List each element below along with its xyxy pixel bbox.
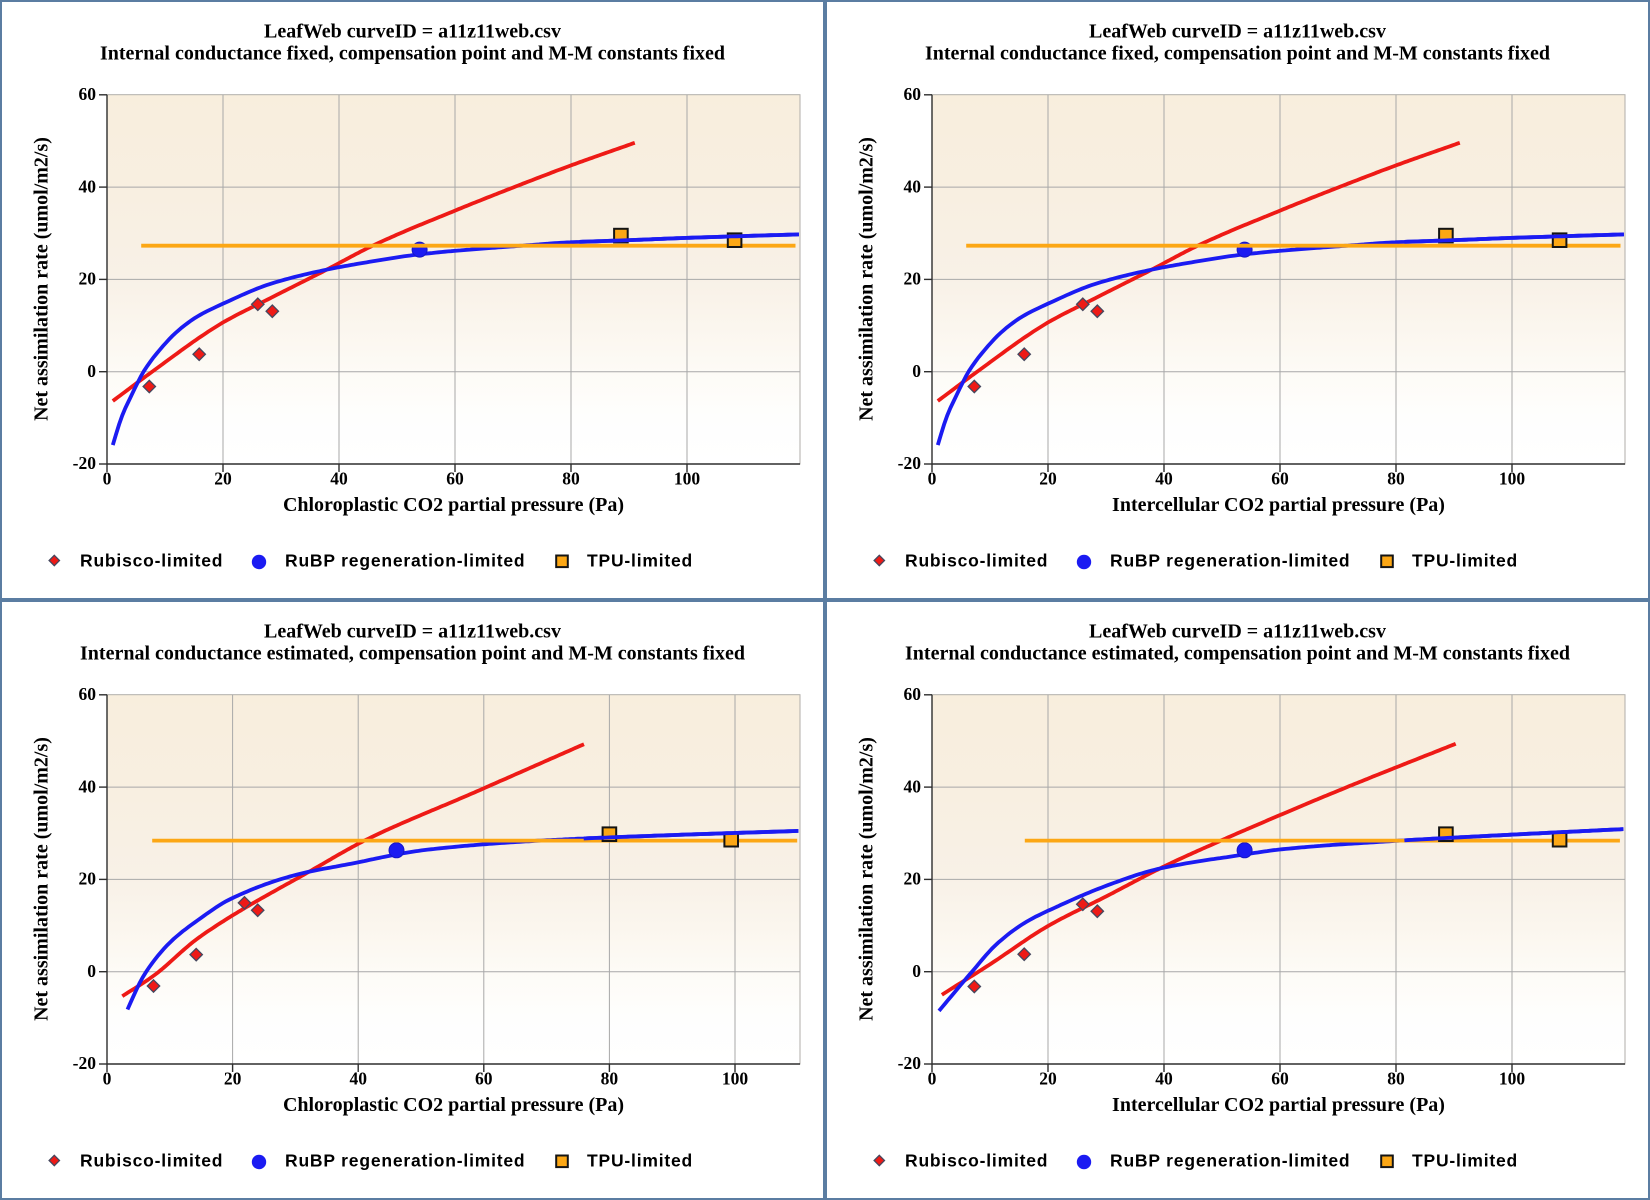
svg-text:LeafWeb curveID = a11z11web.cs: LeafWeb curveID = a11z11web.csv xyxy=(1089,620,1386,642)
svg-text:LeafWeb curveID = a11z11web.cs: LeafWeb curveID = a11z11web.csv xyxy=(264,620,561,642)
svg-text:Rubisco-limited: Rubisco-limited xyxy=(80,1151,223,1171)
svg-text:LeafWeb curveID = a11z11web.cs: LeafWeb curveID = a11z11web.csv xyxy=(1089,20,1386,42)
svg-text:40: 40 xyxy=(1155,1069,1173,1089)
svg-text:-20: -20 xyxy=(898,1053,922,1073)
svg-text:Intercellular CO2 partial pres: Intercellular CO2 partial pressure (Pa) xyxy=(1112,1094,1445,1116)
svg-text:40: 40 xyxy=(79,176,97,196)
svg-text:60: 60 xyxy=(904,84,922,104)
svg-text:20: 20 xyxy=(79,869,97,889)
svg-text:Rubisco-limited: Rubisco-limited xyxy=(80,551,223,571)
svg-text:TPU-limited: TPU-limited xyxy=(1412,1151,1518,1171)
svg-text:TPU-limited: TPU-limited xyxy=(1412,551,1518,571)
svg-text:60: 60 xyxy=(1271,1069,1289,1089)
svg-text:-20: -20 xyxy=(73,1053,97,1073)
svg-text:Chloroplastic CO2 partial pres: Chloroplastic CO2 partial pressure (Pa) xyxy=(283,1094,624,1116)
svg-text:TPU-limited: TPU-limited xyxy=(587,1151,693,1171)
svg-text:20: 20 xyxy=(79,269,97,289)
svg-text:TPU-limited: TPU-limited xyxy=(587,551,693,571)
svg-text:Internal conductance estimated: Internal conductance estimated, compensa… xyxy=(905,642,1570,664)
svg-text:80: 80 xyxy=(601,1069,619,1089)
svg-text:40: 40 xyxy=(904,776,922,796)
svg-text:RuBP regeneration-limited: RuBP regeneration-limited xyxy=(1110,551,1350,571)
svg-text:0: 0 xyxy=(103,469,112,489)
svg-text:40: 40 xyxy=(1155,469,1173,489)
svg-text:Net assimilation rate (umol/m2: Net assimilation rate (umol/m2/s) xyxy=(856,737,878,1021)
svg-text:0: 0 xyxy=(928,469,937,489)
svg-text:40: 40 xyxy=(330,469,348,489)
svg-text:Internal conductance fixed, co: Internal conductance fixed, compensation… xyxy=(925,42,1550,64)
svg-text:Internal conductance fixed, co: Internal conductance fixed, compensation… xyxy=(100,42,725,64)
svg-text:Rubisco-limited: Rubisco-limited xyxy=(905,551,1048,571)
svg-text:Rubisco-limited: Rubisco-limited xyxy=(905,1151,1048,1171)
svg-text:60: 60 xyxy=(79,684,97,704)
svg-text:LeafWeb curveID = a11z11web.cs: LeafWeb curveID = a11z11web.csv xyxy=(264,20,561,42)
svg-text:-20: -20 xyxy=(73,453,97,473)
svg-text:Internal conductance estimated: Internal conductance estimated, compensa… xyxy=(80,642,745,664)
svg-text:100: 100 xyxy=(1499,1069,1526,1089)
svg-text:40: 40 xyxy=(349,1069,367,1089)
svg-text:0: 0 xyxy=(87,361,96,381)
svg-text:RuBP regeneration-limited: RuBP regeneration-limited xyxy=(285,551,525,571)
svg-text:20: 20 xyxy=(214,469,232,489)
svg-text:100: 100 xyxy=(722,1069,749,1089)
svg-text:20: 20 xyxy=(904,269,922,289)
svg-text:40: 40 xyxy=(904,176,922,196)
svg-text:20: 20 xyxy=(1039,1069,1057,1089)
svg-text:60: 60 xyxy=(446,469,464,489)
svg-text:Chloroplastic CO2 partial pres: Chloroplastic CO2 partial pressure (Pa) xyxy=(283,494,624,516)
svg-text:40: 40 xyxy=(79,776,97,796)
svg-text:Net assimilation rate (umol/m2: Net assimilation rate (umol/m2/s) xyxy=(31,737,53,1021)
svg-text:80: 80 xyxy=(562,469,580,489)
svg-text:0: 0 xyxy=(912,361,921,381)
svg-text:-20: -20 xyxy=(898,453,922,473)
svg-text:0: 0 xyxy=(87,961,96,981)
svg-text:100: 100 xyxy=(674,469,701,489)
svg-text:80: 80 xyxy=(1387,1069,1405,1089)
svg-text:80: 80 xyxy=(1387,469,1405,489)
svg-text:Intercellular CO2 partial pres: Intercellular CO2 partial pressure (Pa) xyxy=(1112,494,1445,516)
svg-text:60: 60 xyxy=(1271,469,1289,489)
svg-text:60: 60 xyxy=(904,684,922,704)
svg-text:20: 20 xyxy=(904,869,922,889)
svg-text:Net assimilation rate (umol/m2: Net assimilation rate (umol/m2/s) xyxy=(856,137,878,421)
svg-text:20: 20 xyxy=(224,1069,242,1089)
svg-text:0: 0 xyxy=(928,1069,937,1089)
svg-text:60: 60 xyxy=(79,84,97,104)
svg-text:Net assimilation rate (umol/m2: Net assimilation rate (umol/m2/s) xyxy=(31,137,53,421)
svg-text:RuBP regeneration-limited: RuBP regeneration-limited xyxy=(285,1151,525,1171)
svg-text:0: 0 xyxy=(912,961,921,981)
svg-text:RuBP regeneration-limited: RuBP regeneration-limited xyxy=(1110,1151,1350,1171)
svg-text:100: 100 xyxy=(1499,469,1526,489)
svg-text:0: 0 xyxy=(103,1069,112,1089)
svg-text:60: 60 xyxy=(475,1069,493,1089)
svg-text:20: 20 xyxy=(1039,469,1057,489)
